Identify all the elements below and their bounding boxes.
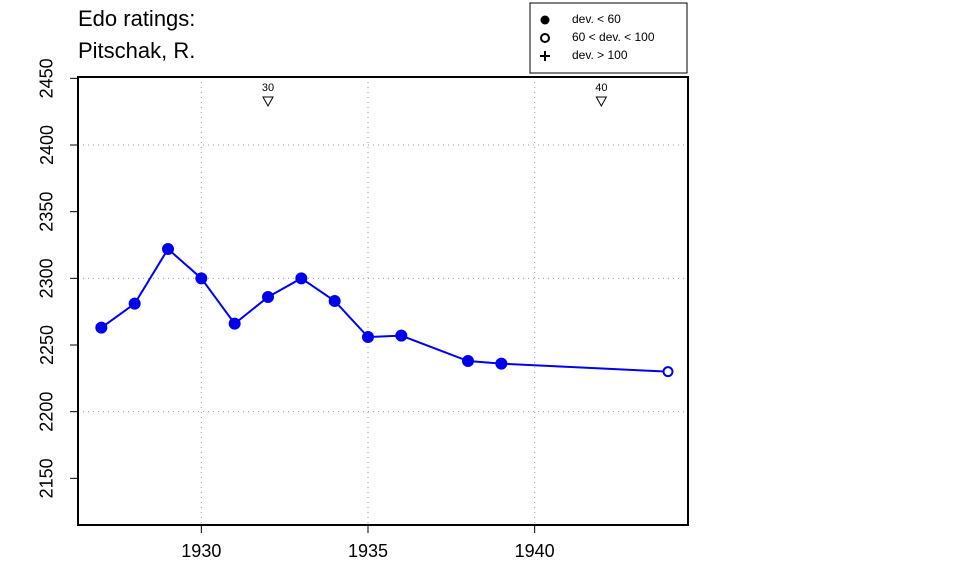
plot-frame — [77, 76, 689, 526]
y-tick-label: 2300 — [37, 258, 57, 298]
legend-label: 60 < dev. < 100 — [572, 30, 655, 44]
point — [262, 291, 274, 303]
x-tick-label: 1940 — [515, 541, 555, 561]
x-tick-label: 1935 — [348, 541, 388, 561]
point — [395, 329, 408, 342]
legend-symbol — [540, 33, 550, 43]
chart-title: Pitschak, R. — [78, 38, 195, 63]
point — [362, 331, 374, 343]
y-tick-label: 2400 — [37, 125, 57, 165]
y-tick-label: 2350 — [37, 192, 57, 232]
line — [100, 247, 669, 373]
point — [662, 366, 674, 378]
annotation-marker — [262, 96, 274, 108]
legend-label: dev. > 100 — [572, 48, 628, 62]
y-tick-label: 2150 — [37, 458, 57, 498]
annotation-label: 40 — [595, 82, 607, 94]
point — [95, 321, 108, 334]
point — [162, 243, 174, 255]
point — [195, 272, 208, 285]
point — [462, 355, 474, 367]
legend-label: dev. < 60 — [572, 12, 621, 26]
y-tick-label: 2200 — [37, 392, 57, 432]
y-tick-label: 2250 — [37, 325, 57, 365]
chart-title: Edo ratings: — [78, 6, 195, 31]
point — [228, 317, 241, 330]
annotation-label: 30 — [262, 82, 274, 94]
point — [495, 357, 508, 370]
legend-symbol — [540, 15, 550, 25]
point — [328, 295, 341, 307]
annotation-marker — [595, 96, 608, 108]
x-tick-label: 1930 — [181, 541, 221, 561]
point — [128, 297, 141, 310]
point — [295, 272, 308, 285]
legend-box — [529, 2, 688, 74]
y-tick-label: 2450 — [37, 58, 57, 98]
legend-symbol — [540, 51, 550, 61]
